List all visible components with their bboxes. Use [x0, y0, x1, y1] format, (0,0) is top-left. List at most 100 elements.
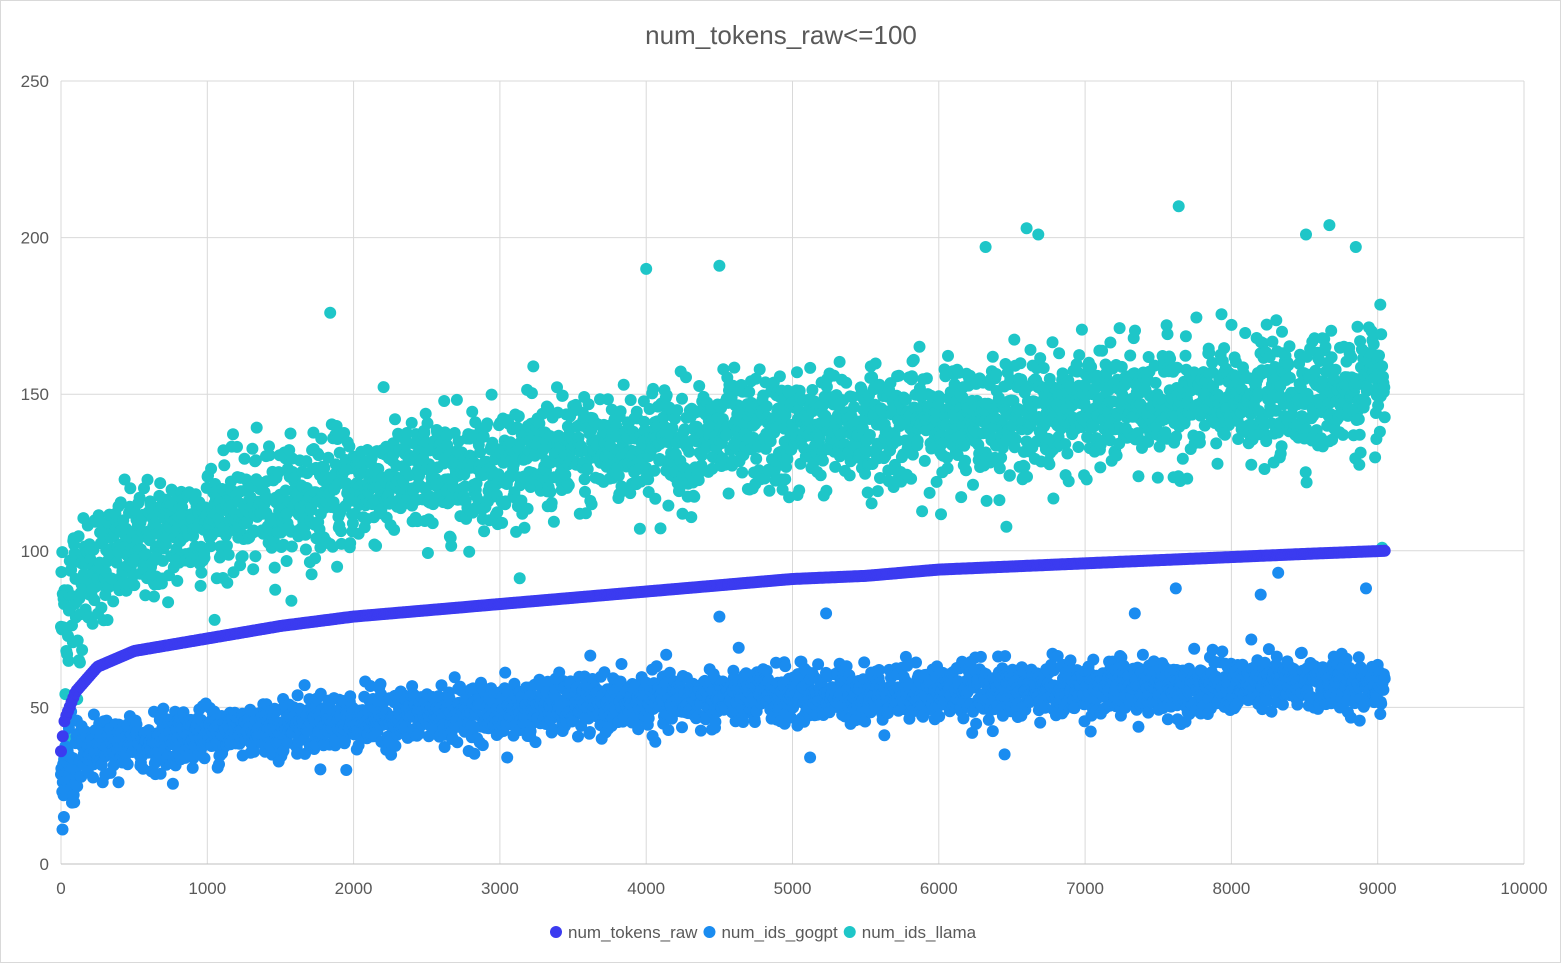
point-num_ids_llama — [1345, 351, 1357, 363]
point-num_ids_llama — [1373, 350, 1385, 362]
point-num_ids_gogpt — [878, 729, 890, 741]
point-num_ids_llama — [583, 398, 595, 410]
point-num_ids_llama — [993, 494, 1005, 506]
point-num_ids_llama — [680, 371, 692, 383]
point-num_ids_llama — [522, 503, 534, 515]
point-num_ids_llama — [218, 459, 230, 471]
point-num_ids_llama — [1072, 441, 1084, 453]
point-num_ids_llama — [557, 390, 569, 402]
point-num_ids_llama — [750, 453, 762, 465]
point-num_ids_llama — [1270, 314, 1282, 326]
point-num_ids_gogpt — [779, 660, 791, 672]
point-num_ids_llama — [102, 614, 114, 626]
point-num_ids_gogpt — [451, 736, 463, 748]
point-num_ids_llama — [195, 567, 207, 579]
point-num_ids_gogpt — [676, 721, 688, 733]
point-num_ids_llama — [76, 644, 88, 656]
point-num_ids_llama — [544, 486, 556, 498]
point-num_ids_llama — [478, 525, 490, 537]
point-num_ids_llama — [526, 387, 538, 399]
point-num_ids_llama — [496, 517, 508, 529]
point-num_ids_llama — [1025, 344, 1037, 356]
outlier-num_ids_llama — [980, 241, 992, 253]
point-num_ids_llama — [634, 523, 646, 535]
point-num_ids_llama — [1177, 453, 1189, 465]
point-num_ids_llama — [919, 455, 931, 467]
point-num_ids_llama — [246, 443, 258, 455]
point-num_ids_llama — [427, 517, 439, 529]
point-num_ids_llama — [1352, 321, 1364, 333]
outlier-num_ids_llama — [324, 307, 336, 319]
point-num_ids_llama — [281, 555, 293, 567]
point-num_ids_gogpt — [468, 748, 480, 760]
point-num_ids_gogpt — [651, 660, 663, 672]
point-num_ids_gogpt — [389, 740, 401, 752]
point-num_ids_gogpt — [113, 776, 125, 788]
point-num_ids_llama — [1180, 350, 1192, 362]
point-num_ids_llama — [1043, 458, 1055, 470]
point-num_ids_llama — [205, 463, 217, 475]
outlier-num_ids_llama — [1300, 229, 1312, 241]
point-num_ids_llama — [445, 540, 457, 552]
point-num_ids_llama — [1376, 360, 1388, 372]
point-num_ids_gogpt — [344, 690, 356, 702]
point-num_ids_llama — [906, 370, 918, 382]
data-points — [55, 200, 1391, 835]
point-num_ids_llama — [779, 473, 791, 485]
point-num_ids_llama — [128, 579, 140, 591]
point-num_ids_llama — [1038, 362, 1050, 374]
point-num_ids_gogpt — [477, 739, 489, 751]
point-num_ids_llama — [239, 453, 251, 465]
point-num_ids_llama — [1378, 381, 1390, 393]
point-num_ids_gogpt — [375, 678, 387, 690]
point-num_ids_llama — [844, 469, 856, 481]
point-num_ids_llama — [438, 395, 450, 407]
point-num_ids_llama — [1021, 471, 1033, 483]
outlier-num_ids_llama — [1032, 229, 1044, 241]
point-num_ids_llama — [343, 441, 355, 453]
point-num_ids_llama — [662, 500, 674, 512]
outlier-num_ids_llama — [713, 260, 725, 272]
point-num_ids_llama — [223, 549, 235, 561]
point-num_ids_llama — [688, 491, 700, 503]
point-num_ids_llama — [199, 552, 211, 564]
point-num_ids_llama — [840, 377, 852, 389]
point-num_ids_llama — [249, 550, 261, 562]
point-num_ids_llama — [171, 575, 183, 587]
point-num_ids_llama — [300, 529, 312, 541]
point-num_ids_llama — [676, 393, 688, 405]
point-num_ids_llama — [331, 561, 343, 573]
point-num_ids_gogpt — [314, 763, 326, 775]
point-num_ids_llama — [866, 497, 878, 509]
point-num_ids_llama — [1216, 308, 1228, 320]
point-num_ids_llama — [862, 487, 874, 499]
point-num_ids_llama — [905, 473, 917, 485]
point-num_ids_gogpt — [68, 796, 80, 808]
point-num_ids_llama — [1150, 377, 1162, 389]
point-num_ids_llama — [481, 417, 493, 429]
point-num_ids_llama — [154, 477, 166, 489]
point-num_ids_llama — [124, 482, 136, 494]
point-num_ids_llama — [300, 544, 312, 556]
point-num_ids_llama — [647, 383, 659, 395]
point-num_ids_llama — [921, 372, 933, 384]
outlier-num_ids_llama — [1350, 241, 1362, 253]
point-num_ids_llama — [1104, 337, 1116, 349]
point-num_ids_llama — [661, 389, 673, 401]
point-num_ids_llama — [815, 469, 827, 481]
series-num_ids_gogpt — [55, 567, 1391, 836]
point-num_ids_llama — [1047, 493, 1059, 505]
point-num_ids_gogpt — [649, 736, 661, 748]
point-num_ids_llama — [315, 433, 327, 445]
point-num_ids_llama — [1010, 433, 1022, 445]
point-num_ids_llama — [817, 455, 829, 467]
point-num_ids_llama — [209, 614, 221, 626]
point-num_ids_llama — [513, 410, 525, 422]
point-num_ids_llama — [1374, 426, 1386, 438]
point-num_ids_llama — [74, 657, 86, 669]
point-num_ids_llama — [306, 568, 318, 580]
point-num_ids_llama — [1369, 451, 1381, 463]
point-num_ids_llama — [774, 370, 786, 382]
